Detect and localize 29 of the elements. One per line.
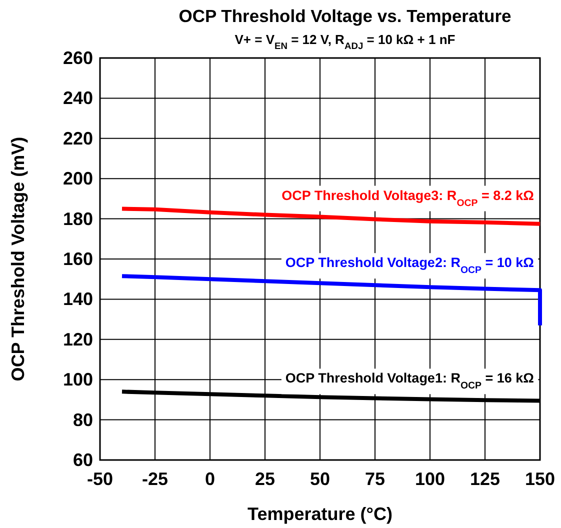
series-label: OCP Threshold Voltage1: R$_{OCP}$ = 16 kΩ [285, 370, 534, 392]
y-tick-label: 60 [72, 450, 93, 470]
line-series [120, 274, 542, 328]
series-label: OCP Threshold Voltage2: R$_{OCP}$ = 10 kΩ [285, 255, 534, 276]
x-tick-label: 0 [204, 469, 216, 489]
x-tick-label: -25 [142, 469, 168, 489]
series-label: OCP Threshold Voltage3: R$_{OCP}$ = 8.2 kΩ [282, 188, 534, 208]
y-tick-label: 260 [62, 48, 93, 68]
x-tick-label: 100 [414, 469, 446, 489]
y-tick-label: 180 [62, 208, 93, 229]
x-tick-label: -50 [86, 469, 114, 489]
x-tick-label: 125 [470, 469, 500, 489]
x-tick-label: 75 [364, 469, 386, 489]
y-tick-label: 200 [62, 168, 93, 189]
y-tick-label: 220 [62, 128, 93, 148]
y-tick-label: 160 [62, 249, 93, 269]
y-tick-label: 140 [62, 289, 93, 310]
chart-title: OCP Threshold Voltage vs. Temperature [178, 6, 512, 26]
y-axis-title: OCP Threshold Voltage (mV) [8, 136, 28, 382]
y-tick-label: 100 [62, 370, 93, 390]
x-axis-title: Temperature (°C) [248, 504, 392, 524]
y-tick-label: 120 [62, 329, 93, 350]
chart-subtitle: V+ = V$_{EN}$ = 12 V, R$_{ADJ}$ = 10 kΩ + 1 nF [234, 32, 456, 51]
x-tick-label: 50 [310, 469, 330, 489]
x-tick-label: 25 [254, 469, 276, 489]
y-tick-label: 240 [62, 88, 93, 108]
x-tick-label: 150 [524, 469, 556, 489]
line-series [120, 206, 542, 226]
y-tick-label: 80 [72, 410, 93, 430]
